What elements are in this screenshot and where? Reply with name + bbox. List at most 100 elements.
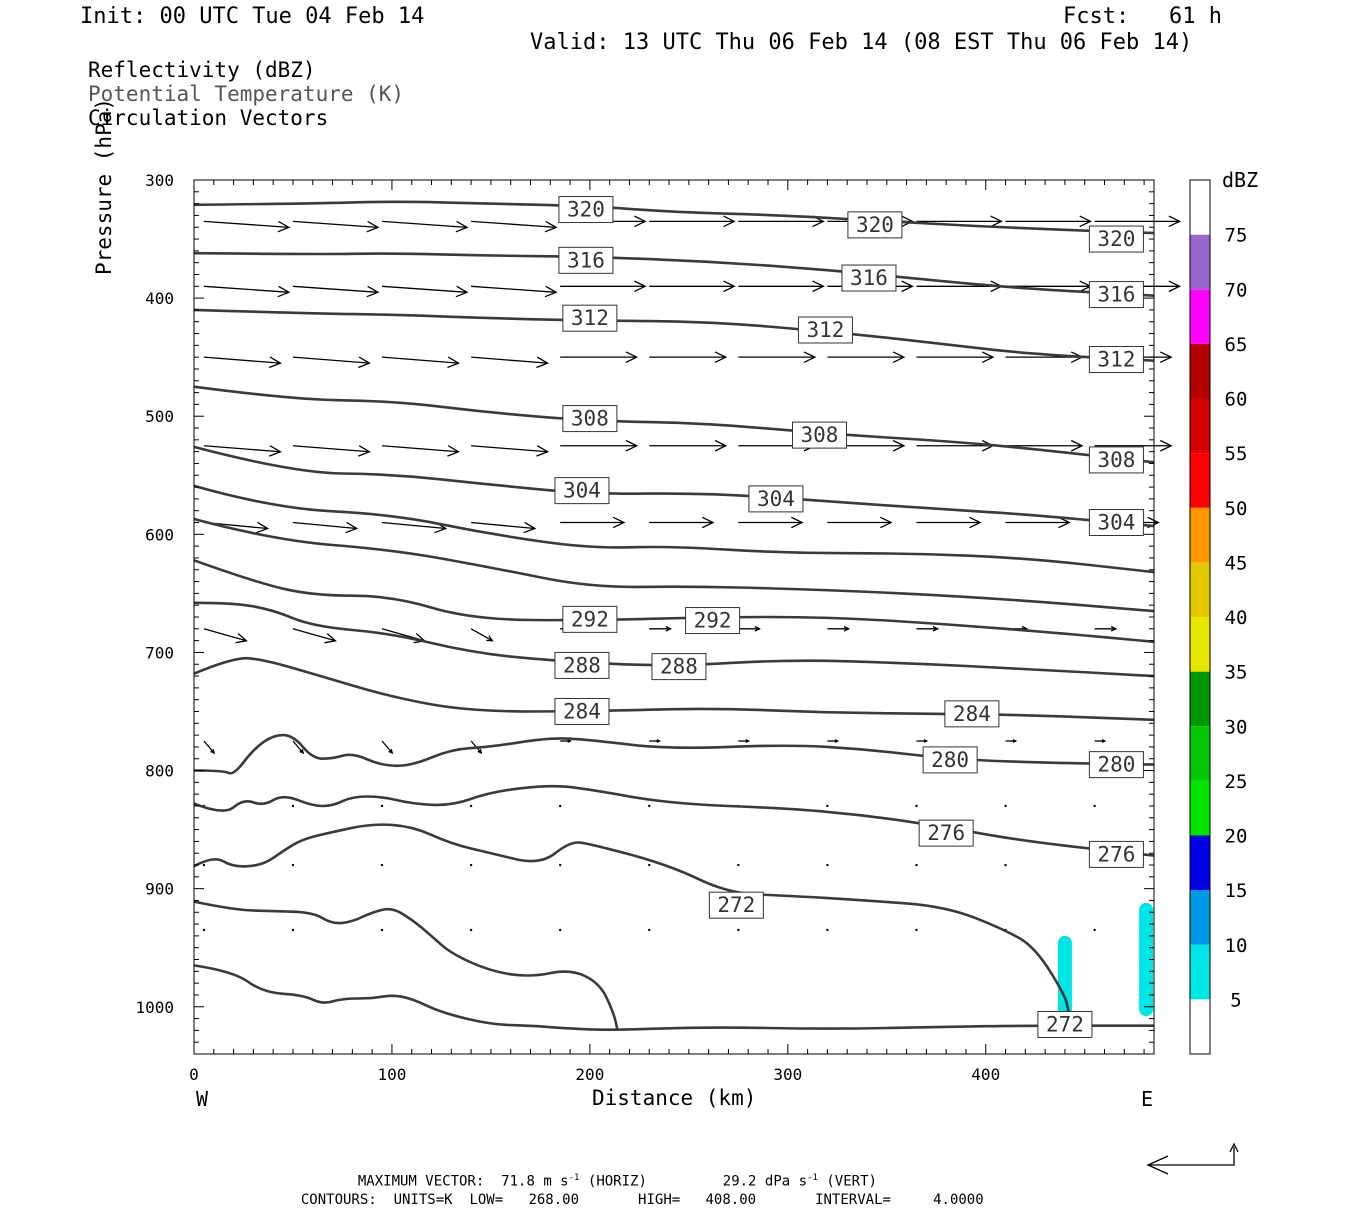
circulation-vector bbox=[471, 285, 558, 298]
svg-text:292: 292 bbox=[571, 607, 609, 631]
circulation-vector bbox=[1094, 625, 1118, 632]
reference-vector bbox=[1146, 1142, 1239, 1175]
y-tick-label: 300 bbox=[145, 171, 174, 190]
contour-label-316: 316 bbox=[841, 264, 897, 292]
circulation-vector bbox=[649, 215, 736, 228]
contour-label-304: 304 bbox=[1088, 509, 1144, 537]
reference-vector-head-h bbox=[1146, 1155, 1169, 1175]
circulation-vector bbox=[916, 739, 929, 743]
colorbar-level: 50 bbox=[1225, 498, 1248, 520]
circulation-vector bbox=[916, 625, 940, 632]
y-tick-label: 500 bbox=[145, 407, 174, 426]
vector-dot bbox=[648, 863, 651, 867]
svg-text:308: 308 bbox=[1097, 448, 1135, 472]
field-reflectivity: Reflectivity (dBZ) bbox=[88, 58, 316, 82]
y-tick-label: 600 bbox=[145, 525, 174, 544]
contour-label-304: 304 bbox=[554, 477, 610, 505]
reflectivity-blob-0 bbox=[1057, 935, 1072, 1021]
circulation-vector bbox=[560, 516, 626, 529]
contour-label-320: 320 bbox=[1088, 225, 1144, 253]
contour-label-280: 280 bbox=[922, 746, 978, 774]
circulation-vector bbox=[916, 215, 1003, 228]
theta-contour-304 bbox=[193, 445, 1155, 528]
contour-label-312: 312 bbox=[1088, 346, 1144, 374]
colorbar-level: 10 bbox=[1225, 935, 1248, 957]
vector-dot bbox=[291, 863, 295, 867]
vector-dot bbox=[202, 928, 206, 932]
circulation-vector bbox=[827, 351, 906, 363]
colorbar-segment bbox=[1190, 617, 1210, 672]
x-tick-label: 0 bbox=[189, 1065, 199, 1084]
vector-dot bbox=[1004, 804, 1007, 808]
circulation-vector bbox=[203, 285, 291, 298]
svg-text:284: 284 bbox=[953, 702, 991, 726]
svg-text:280: 280 bbox=[931, 748, 969, 772]
circulation-vector bbox=[649, 439, 728, 452]
colorbar-level: 70 bbox=[1225, 279, 1248, 301]
colorbar-level: 40 bbox=[1225, 607, 1248, 629]
circulation-vector bbox=[292, 740, 305, 755]
colorbar-units: dBZ bbox=[1222, 168, 1259, 192]
colorbar-segment bbox=[1190, 234, 1210, 290]
vector-dot bbox=[1004, 863, 1007, 867]
svg-text:288: 288 bbox=[660, 655, 698, 679]
field-vectors: Circulation Vectors bbox=[88, 106, 329, 130]
contour-interval: INTERVAL= 4.0000 bbox=[815, 1192, 984, 1208]
colorbar-segment bbox=[1190, 780, 1210, 836]
circulation-vector bbox=[292, 445, 371, 457]
vector-dot bbox=[291, 928, 295, 932]
svg-text:272: 272 bbox=[1046, 1012, 1084, 1036]
colorbar-segment bbox=[1190, 453, 1210, 508]
svg-text:288: 288 bbox=[563, 653, 601, 677]
x-tick-label: 400 bbox=[971, 1065, 1000, 1084]
svg-text:304: 304 bbox=[757, 487, 795, 511]
svg-text:276: 276 bbox=[927, 821, 965, 845]
vector-layer bbox=[202, 215, 1182, 932]
field-theta: Potential Temperature (K) bbox=[88, 82, 405, 106]
colorbar-segment bbox=[1190, 507, 1210, 563]
max-vector-vert-unit: dPa s bbox=[764, 1173, 808, 1190]
max-vector-vert-exp: -1 bbox=[807, 1173, 818, 1183]
vector-dot bbox=[737, 928, 740, 932]
circulation-vector bbox=[738, 516, 804, 529]
colorbar-segment bbox=[1190, 398, 1210, 454]
svg-text:320: 320 bbox=[1097, 227, 1135, 251]
x-tick-label: 200 bbox=[575, 1065, 604, 1084]
colorbar-level: 65 bbox=[1225, 334, 1248, 356]
circulation-vector bbox=[649, 625, 673, 632]
contour-label-312: 312 bbox=[797, 316, 853, 344]
circulation-vector bbox=[381, 740, 394, 755]
circulation-vector bbox=[471, 521, 537, 534]
colorbar-segment bbox=[1190, 726, 1210, 781]
y-tick-label: 1000 bbox=[135, 998, 174, 1017]
vector-dot bbox=[291, 804, 295, 808]
circulation-vector bbox=[916, 351, 995, 363]
theta-contour-316 bbox=[193, 251, 1155, 297]
circulation-vector bbox=[827, 739, 840, 743]
forecast-hour: Fcst: 61 h bbox=[1063, 4, 1222, 29]
circulation-vector bbox=[292, 285, 380, 298]
vector-dot bbox=[558, 804, 562, 808]
contour-label-320: 320 bbox=[558, 196, 614, 224]
contour-label-layer: 320 320 320 316 316 316 312 312 312 308 308 308 304 3… bbox=[554, 196, 1144, 1038]
circulation-vector bbox=[471, 220, 558, 233]
max-vector-label: MAXIMUM VECTOR: bbox=[357, 1173, 485, 1190]
colorbar-level: 30 bbox=[1225, 716, 1248, 738]
circulation-vector bbox=[1094, 739, 1107, 743]
theta-contour-276 bbox=[193, 784, 1155, 857]
colorbar-level: 5 bbox=[1230, 989, 1241, 1011]
contour-low: LOW= 268.00 bbox=[469, 1192, 580, 1208]
colorbar-level: 60 bbox=[1225, 389, 1248, 411]
reference-vector-head-v bbox=[1229, 1142, 1239, 1153]
theta-contour-292 bbox=[193, 559, 1155, 644]
contour-info-line: CONTOURS: UNITS=K LOW= 268.00 HIGH= 408.… bbox=[284, 1176, 984, 1208]
y-axis-label: Pressure (hPa) bbox=[92, 97, 116, 275]
circulation-vector bbox=[381, 220, 469, 233]
max-vector-vert-tag: (VERT) bbox=[826, 1173, 877, 1190]
vector-dot bbox=[915, 804, 918, 808]
circulation-vector bbox=[381, 445, 461, 457]
contour-label-280: 280 bbox=[1088, 751, 1144, 779]
vector-dot bbox=[1093, 804, 1096, 808]
circulation-vector bbox=[738, 625, 762, 632]
contour-label-288: 288 bbox=[651, 653, 707, 681]
